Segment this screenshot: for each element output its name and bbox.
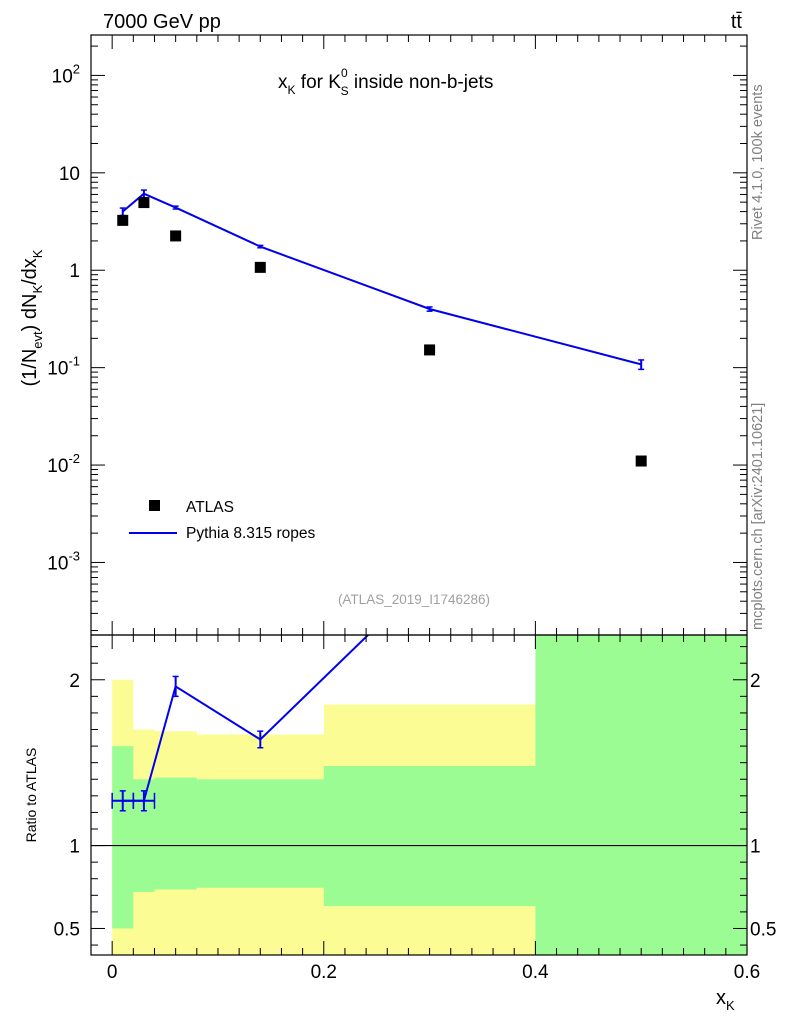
title-k: K: [328, 72, 341, 93]
ratio-y-tick-label-right: 2: [750, 671, 761, 692]
ratio-y-axis-label: Ratio to ATLAS: [23, 748, 39, 843]
y-tick-label: 10-1: [47, 354, 80, 380]
data-point: [254, 261, 266, 273]
y-tick-label: 10-2: [47, 451, 80, 477]
title-for: for: [296, 72, 329, 93]
y-tick-base: 10: [47, 553, 68, 574]
ratio-y-tick-label-right: 1: [750, 837, 761, 858]
data-point: [170, 230, 182, 242]
ratio-y-tick-label: 1: [69, 837, 80, 858]
title-x: x: [278, 72, 288, 93]
y-tick-exponent: -2: [68, 451, 80, 466]
y-tick-label: 10: [59, 164, 80, 185]
y-tick-base: 10: [47, 359, 68, 380]
legend-mc-label: Pythia 8.315 ropes: [186, 525, 316, 542]
title-k-sub: S: [341, 84, 349, 98]
ylabel-part-0: (1/N: [19, 349, 41, 387]
y-tick-exponent: -1: [68, 354, 80, 369]
mc-line: [122, 192, 642, 366]
ratio-frame: [90, 634, 748, 956]
y-tick-label: 10-3: [47, 548, 80, 574]
x-axis-label: xK: [716, 987, 735, 1013]
x-tick-label: 0.4: [522, 962, 549, 983]
legend-data-marker: [149, 500, 160, 511]
ratio-y-tick-label: 2: [69, 671, 80, 692]
process-label: tt̄: [731, 11, 743, 33]
legend: ATLAS Pythia 8.315 ropes: [129, 499, 316, 542]
plot-title: xK for K0 S inside non-b-jets: [278, 66, 493, 98]
energy-label: 7000 GeV pp: [103, 11, 221, 33]
x-tick-label: 0: [107, 962, 118, 983]
title-x-sub: K: [288, 83, 296, 97]
ratio-y-tick-label-right: 0.5: [750, 919, 776, 940]
ylabel-part-1: evt: [30, 331, 45, 349]
source-label: mcplots.cern.ch [arXiv:2401.10621]: [750, 403, 766, 630]
y-axis-label: (1/Nevt) dNK/dxK: [19, 249, 45, 386]
ratio-inner-band: [112, 635, 747, 955]
xlabel-part-1: K: [726, 998, 735, 1013]
y-tick-label: 1: [69, 261, 80, 282]
title-rest: inside non-b-jets: [349, 72, 494, 93]
y-tick-base: 10: [52, 66, 73, 87]
ratio-y-tick-label: 0.5: [54, 919, 80, 940]
data-point: [424, 344, 436, 356]
ylabel-part-5: K: [30, 249, 45, 258]
y-tick-base: 10: [47, 456, 68, 477]
data-point: [117, 214, 129, 226]
x-tick-label: 0.6: [734, 962, 760, 983]
y-tick-exponent: -3: [68, 548, 80, 563]
x-tick-label: 0.2: [311, 962, 337, 983]
title-k-sup: 0: [341, 66, 348, 80]
data-point: [138, 197, 150, 209]
analysis-id: (ATLAS_2019_I1746286): [338, 592, 490, 607]
data-point: [635, 455, 647, 467]
main-frame: [90, 34, 748, 636]
legend-data-label: ATLAS: [186, 499, 234, 516]
y-tick-exponent: 2: [73, 61, 80, 76]
ylabel-part-4: /dx: [19, 258, 41, 285]
ylabel-part-3: K: [30, 285, 45, 294]
xlabel-part-0: x: [716, 987, 726, 1009]
y-tick-label: 102: [52, 61, 80, 87]
rivet-label: Rivet 4.1.0, 100k events: [750, 84, 766, 240]
ylabel-part-2: ) dN: [19, 294, 41, 332]
